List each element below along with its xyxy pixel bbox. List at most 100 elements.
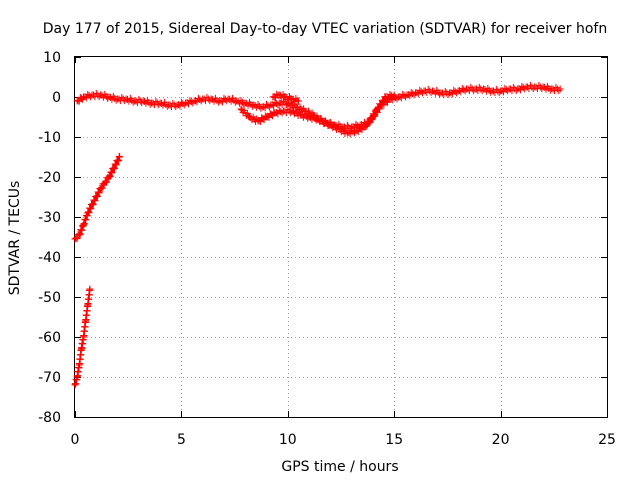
plot-frame [74, 56, 608, 418]
data-point [288, 107, 296, 115]
track-marker [203, 93, 211, 101]
y-tick-label: 10 [43, 50, 61, 66]
data-point [148, 99, 156, 107]
data-point [275, 99, 283, 107]
track-marker [284, 105, 292, 113]
track-marker [248, 102, 256, 110]
data-point [539, 83, 547, 91]
data-point [73, 97, 81, 105]
data-point [446, 89, 454, 97]
track-marker [535, 81, 543, 89]
data-point [390, 91, 398, 99]
track-marker [85, 92, 93, 100]
data-point [463, 85, 471, 93]
data-point [331, 121, 339, 129]
data-point [314, 115, 322, 123]
data-point [71, 381, 79, 389]
track-marker [280, 97, 288, 105]
track-marker [121, 97, 129, 105]
data-point [131, 97, 139, 105]
x-tick-label: 20 [492, 432, 510, 448]
y-tick-label: -20 [38, 170, 61, 186]
chart-title: Day 177 of 2015, Sidereal Day-to-day VTE… [43, 21, 607, 37]
data-point [156, 99, 164, 107]
track-marker [91, 197, 99, 205]
track-marker [135, 95, 143, 103]
track-marker [509, 83, 517, 91]
data-point [480, 85, 488, 93]
track-marker [478, 87, 486, 95]
track-marker [95, 93, 103, 101]
data-point [97, 91, 105, 99]
data-point [471, 85, 479, 93]
track-marker [93, 192, 101, 200]
track-marker [231, 98, 239, 106]
track-marker [552, 83, 560, 91]
data-point [97, 185, 105, 193]
track-marker [104, 94, 112, 102]
track-marker [240, 100, 248, 108]
track-marker [362, 120, 370, 128]
y-tick-labels: 10 0 -10 -20 -30 -40 -50 -60 -70 -80 [38, 50, 61, 426]
track-marker [424, 85, 432, 93]
y-tick-label: -30 [38, 210, 61, 226]
track-marker [106, 172, 114, 180]
data-point [233, 97, 241, 105]
data-point [114, 95, 122, 103]
track-marker [526, 81, 534, 89]
data-point [122, 95, 130, 103]
track-marker [304, 114, 312, 122]
data-point [258, 103, 266, 111]
data-point [514, 85, 522, 93]
track-marker [108, 169, 116, 177]
y-tick-label: 0 [52, 90, 61, 106]
track-marker [427, 89, 435, 97]
y-tick-label: -10 [38, 130, 61, 146]
data-point [71, 235, 79, 243]
data-point [373, 105, 381, 113]
track-marker [441, 87, 449, 95]
track-marker [152, 97, 160, 105]
data-point [548, 85, 556, 93]
data-point [199, 95, 207, 103]
track-marker [277, 108, 285, 116]
data-point [269, 93, 277, 101]
data-point [207, 95, 215, 103]
x-tick-label: 25 [598, 432, 616, 448]
x-tick-label: 10 [279, 432, 297, 448]
data-point [263, 113, 271, 121]
track-marker [492, 85, 500, 93]
track-marker [366, 118, 374, 126]
data-point [182, 99, 190, 107]
data-point [556, 85, 564, 93]
data-point [105, 93, 113, 101]
track-marker [475, 83, 483, 91]
data-point [84, 209, 92, 217]
data-point [411, 89, 419, 97]
track-marker [115, 152, 123, 160]
data-point [365, 119, 373, 127]
data-marks [71, 81, 564, 389]
data-point [139, 97, 147, 105]
data-point [237, 105, 245, 113]
series-ramp-upper [71, 152, 124, 243]
track-marker [196, 96, 204, 104]
data-point [101, 179, 109, 187]
track-marker [555, 87, 563, 95]
track-marker [118, 93, 126, 101]
data-point [75, 361, 83, 369]
data-point [88, 201, 96, 209]
track-marker [417, 88, 425, 96]
track-marker [272, 100, 280, 108]
x-axis-label: GPS time / hours [281, 459, 398, 475]
track-marker [380, 97, 388, 105]
data-point [109, 165, 117, 173]
track-marker [92, 89, 100, 97]
track-marker [377, 101, 385, 109]
data-point [254, 117, 262, 125]
x-tick-labels: 0 5 10 15 20 25 [71, 432, 616, 448]
data-point [294, 97, 302, 105]
data-point [84, 301, 92, 309]
data-point [488, 87, 496, 95]
x-tick-label: 0 [71, 432, 80, 448]
